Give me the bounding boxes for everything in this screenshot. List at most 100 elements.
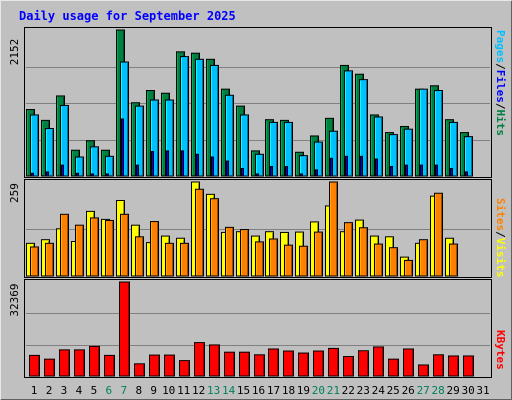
pages-bar [420,164,423,177]
files-bar [210,64,219,177]
x-day-label: 11 [177,384,190,397]
files-bar [404,128,413,177]
pages-bar [136,164,139,177]
sites-bar [195,188,204,277]
kbytes-bar [268,348,279,377]
files-bar [105,155,114,177]
legend-files: Files [494,70,507,103]
kbytes-bar [209,344,220,377]
visits-panel-legend: Sites/Visits [494,198,507,278]
x-day-label: 13 [207,384,220,397]
kbytes-bar [224,351,235,377]
pages-bar [435,164,438,177]
sites-bar [329,181,338,277]
legend-kbytes: KBytes [494,330,507,370]
sites-bar [419,239,428,277]
pages-bar [270,166,273,177]
sites-bar [284,244,293,277]
x-day-label: 17 [267,384,280,397]
kbytes-bar [298,352,309,377]
pages-bar [196,153,199,177]
files-bar [90,146,99,177]
legend-sep-1: / [494,63,507,70]
sites-bar [374,243,383,277]
kbytes-bar [179,360,190,377]
kbytes-bar [328,347,339,377]
x-day-label: 7 [120,384,127,397]
files-bar [374,116,383,177]
x-day-label: 28 [431,384,444,397]
pages-bar [330,157,333,177]
pages-bar [226,160,229,177]
kbytes-bar [119,281,130,377]
files-bar [135,105,144,177]
x-day-label: 25 [387,384,400,397]
pages-bar [450,168,453,177]
pages-bar [256,173,259,177]
pages-bar [345,155,348,177]
kbytes-bar [343,356,354,377]
sites-bar [30,246,39,277]
sites-bar [210,198,219,277]
sites-bar [60,213,69,277]
chart-title: Daily usage for September 2025 [19,9,236,23]
sites-bar [255,241,264,277]
sites-bar [240,229,249,277]
kbytes-bar [463,355,474,377]
kbytes-bar [59,349,70,377]
sites-bar [314,231,323,277]
sites-bar [90,217,99,277]
kbytes-bar [388,358,399,377]
pages-bar [211,156,214,177]
kbytes-panel-legend: KBytes [494,330,507,370]
sites-bar [45,242,54,277]
files-bar [75,156,84,177]
files-bar [45,128,54,177]
sites-bar [389,247,398,277]
kbytes-bar [89,345,100,377]
pages-bar [61,164,64,177]
x-day-label: 14 [222,384,236,397]
pages-bar [241,168,244,177]
x-day-label: 31 [476,384,489,397]
x-day-label: 27 [417,384,430,397]
pages-bar [106,173,109,177]
pages-bar [91,173,94,177]
legend-hits: Hits [494,110,507,137]
x-day-label: 15 [237,384,250,397]
x-day-label: 30 [461,384,474,397]
kbytes-bar [164,354,175,377]
pages-bar [46,171,49,177]
visits-ymax-label: 259 [8,183,21,203]
sites-bar [299,245,308,277]
sites-bar [434,192,443,277]
sites-bar [225,226,234,277]
x-day-label: 26 [402,384,415,397]
x-day-label: 2 [46,384,53,397]
kbytes-bar [149,354,160,377]
sites-bar [359,227,368,277]
pages-bar [405,164,408,177]
kbytes-bar [239,351,250,377]
kbytes-bar [403,348,414,377]
x-day-label: 4 [76,384,83,397]
kbytes-bar [373,346,384,377]
files-bar [60,104,69,177]
sites-bar [269,238,278,277]
kbytes-bar [74,349,85,377]
sites-bar [449,243,458,277]
hits-panel-legend: Pages/Files/Hits [494,30,507,136]
x-day-label: 29 [446,384,459,397]
legend-sites: Sites [494,198,507,231]
x-day-label: 20 [312,384,325,397]
pages-bar [151,151,154,177]
files-bar [240,114,249,177]
x-day-label: 24 [372,384,386,397]
pages-bar [300,173,303,177]
pages-bar [181,150,184,177]
panel-frames [24,27,492,378]
kbytes-bar [448,355,459,377]
files-bar [165,99,174,177]
x-day-label: 12 [192,384,205,397]
legend-pages: Pages [494,30,507,63]
